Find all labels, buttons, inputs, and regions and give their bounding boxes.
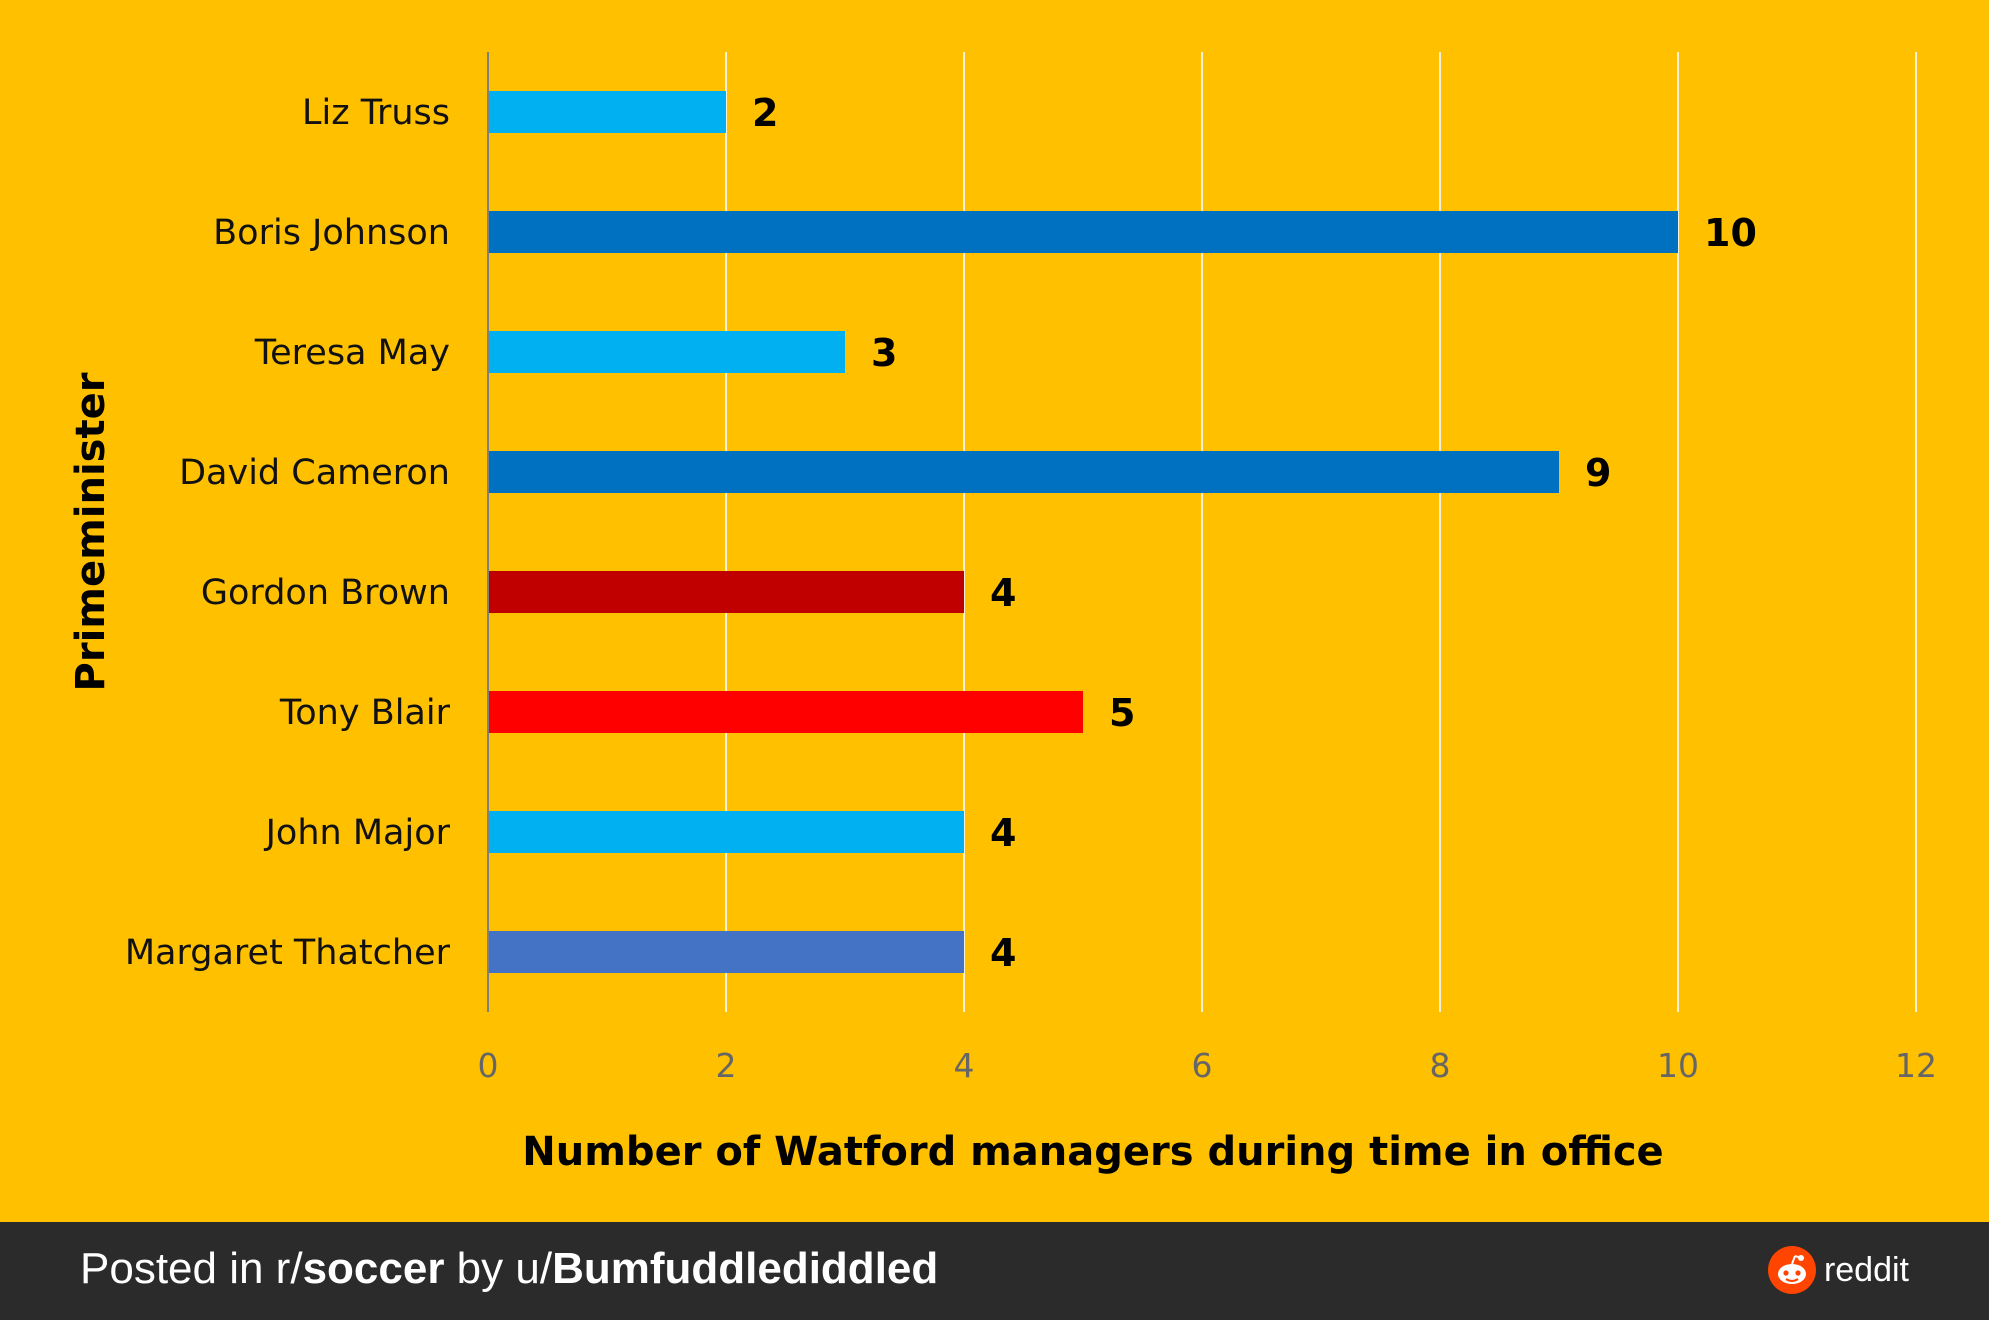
bar xyxy=(489,811,964,853)
bar xyxy=(489,211,1678,253)
data-label: 2 xyxy=(752,91,778,135)
x-tick-label: 8 xyxy=(1430,1046,1451,1085)
subreddit-link[interactable]: soccer xyxy=(302,1244,445,1293)
data-label: 9 xyxy=(1585,451,1611,495)
bar xyxy=(489,331,845,373)
x-tick-label: 0 xyxy=(478,1046,499,1085)
gridlines xyxy=(725,52,1917,1012)
category-label: Gordon Brown xyxy=(201,573,450,613)
category-label: Liz Truss xyxy=(302,93,450,133)
x-tick-label: 2 xyxy=(716,1046,737,1085)
reddit-logo: reddit xyxy=(1767,1246,1909,1294)
category-labels: Liz Truss Boris Johnson Teresa May David Ca… xyxy=(125,93,451,973)
category-label: David Cameron xyxy=(179,453,450,493)
data-label: 4 xyxy=(990,811,1016,855)
posted-in-prefix: Posted in r/ xyxy=(80,1244,303,1293)
x-axis-title: Number of Watford managers during time i… xyxy=(522,1129,1663,1175)
category-label: Boris Johnson xyxy=(213,213,450,253)
category-label: Tony Blair xyxy=(279,693,451,733)
bar xyxy=(489,451,1559,493)
category-label: John Major xyxy=(264,813,451,853)
bar xyxy=(489,91,726,133)
x-tick-label: 12 xyxy=(1895,1046,1937,1085)
reddit-wordmark: reddit xyxy=(1823,1250,1909,1289)
data-label: 4 xyxy=(990,571,1016,615)
x-tick-labels: 0 2 4 6 8 10 12 xyxy=(478,1046,1938,1085)
category-label: Margaret Thatcher xyxy=(125,933,451,973)
data-label: 3 xyxy=(871,331,897,375)
bar xyxy=(489,571,964,613)
category-label: Teresa May xyxy=(254,333,450,373)
data-labels: 2 10 3 9 4 5 4 4 xyxy=(752,91,1757,975)
by-text: by u/ xyxy=(444,1244,553,1293)
bars xyxy=(489,91,1678,973)
bar-chart: Liz Truss Boris Johnson Teresa May David Ca… xyxy=(68,52,1938,1175)
x-tick-label: 6 xyxy=(1192,1046,1213,1085)
x-tick-label: 4 xyxy=(954,1046,975,1085)
data-label: 4 xyxy=(990,931,1016,975)
x-tick-label: 10 xyxy=(1657,1046,1699,1085)
data-label: 5 xyxy=(1109,691,1135,735)
bar xyxy=(489,691,1083,733)
footer-bar: Posted in r/soccer by u/Bumfuddlediddled… xyxy=(0,1222,1989,1320)
reddit-alien-icon xyxy=(1767,1246,1816,1294)
username-link[interactable]: Bumfuddlediddled xyxy=(552,1244,939,1293)
y-axis-title: Primeminister xyxy=(68,372,114,691)
posted-in-caption: Posted in r/soccer by u/Bumfuddlediddled xyxy=(80,1244,938,1294)
bar xyxy=(489,931,964,973)
chart-area: Liz Truss Boris Johnson Teresa May David Ca… xyxy=(0,0,1989,1222)
data-label: 10 xyxy=(1704,211,1757,255)
